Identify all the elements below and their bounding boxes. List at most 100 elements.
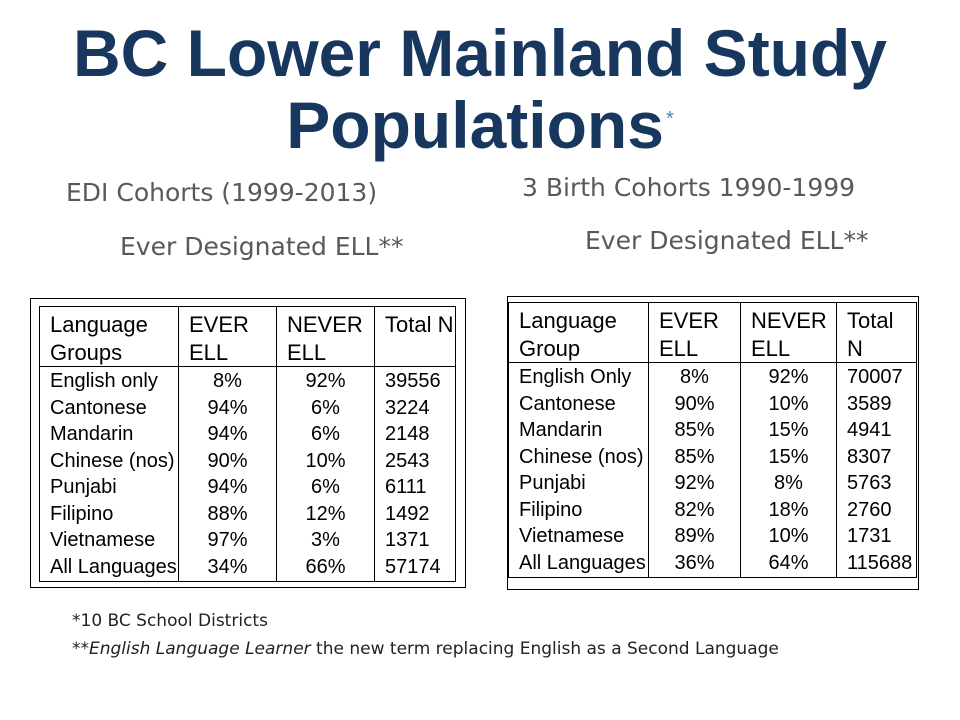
cell-total: 8307 bbox=[836, 444, 917, 471]
left-table-header-row: Language Groups EVER ELL NEVER ELL Total N bbox=[39, 306, 456, 367]
cell-total: 1371 bbox=[374, 528, 456, 555]
cell-ever: 34% bbox=[178, 554, 277, 582]
cell-ever: 82% bbox=[648, 497, 741, 524]
cell-total: 57174 bbox=[374, 554, 456, 582]
cell-never: 66% bbox=[276, 554, 375, 582]
footnote-ell-definition: **English Language Learner the new term … bbox=[72, 641, 779, 658]
slide-title-text: Populations bbox=[286, 88, 664, 162]
cell-ever: 88% bbox=[178, 501, 277, 528]
table-row: All Languages 36% 64% 115688 bbox=[508, 550, 917, 578]
right-table: Language Group EVER ELL NEVER ELL Total N En… bbox=[508, 302, 917, 578]
cell-ever: 97% bbox=[178, 528, 277, 555]
table-row: English Only 8% 92% 70007 bbox=[508, 362, 917, 392]
cell-language: Cantonese bbox=[508, 391, 649, 418]
cell-language: Cantonese bbox=[39, 395, 179, 422]
right-heading: 3 Birth Cohorts 1990-1999 bbox=[522, 173, 856, 202]
table-row: Filipino 82% 18% 2760 bbox=[508, 497, 917, 524]
right-subheading: Ever Designated ELL** bbox=[585, 226, 869, 255]
cell-never: 6% bbox=[276, 475, 375, 502]
table-row: Vietnamese 89% 10% 1731 bbox=[508, 524, 917, 551]
cell-never: 3% bbox=[276, 528, 375, 555]
footnote-term: English Language Learner bbox=[89, 639, 311, 659]
cell-total: 115688 bbox=[836, 550, 917, 578]
cell-never: 64% bbox=[740, 550, 837, 578]
cell-ever: 8% bbox=[648, 362, 741, 392]
cell-never: 10% bbox=[740, 391, 837, 418]
table-row: Mandarin 85% 15% 4941 bbox=[508, 418, 917, 445]
cell-ever: 94% bbox=[178, 395, 277, 422]
cell-total: 3589 bbox=[836, 391, 917, 418]
table-row: English only 8% 92% 39556 bbox=[39, 366, 456, 396]
slide-title-line2: Populations * bbox=[0, 92, 960, 158]
title-footnote-mark: * bbox=[665, 108, 674, 130]
cell-never: 10% bbox=[276, 448, 375, 475]
cell-language: Punjabi bbox=[39, 475, 179, 502]
cell-total: 2760 bbox=[836, 497, 917, 524]
cell-never: 12% bbox=[276, 501, 375, 528]
cell-ever: 90% bbox=[178, 448, 277, 475]
cell-never: 6% bbox=[276, 395, 375, 422]
table-row: All Languages 34% 66% 57174 bbox=[39, 554, 456, 582]
cell-language: English Only bbox=[508, 362, 649, 392]
slide-title-line1: BC Lower Mainland Study bbox=[72, 16, 888, 90]
footnote-text: the new term replacing English as a Seco… bbox=[310, 639, 779, 659]
cell-ever: 85% bbox=[648, 418, 741, 445]
cell-ever: 94% bbox=[178, 475, 277, 502]
cell-never: 10% bbox=[740, 524, 837, 551]
cell-total: 1731 bbox=[836, 524, 917, 551]
right-header-total: Total N bbox=[836, 302, 917, 363]
right-table-frame bbox=[507, 296, 919, 590]
cell-language: Filipino bbox=[508, 497, 649, 524]
left-header-language: Language Groups bbox=[39, 306, 179, 367]
footnote-mark: ** bbox=[72, 639, 89, 659]
left-table: Language Groups EVER ELL NEVER ELL Total N … bbox=[39, 306, 456, 582]
cell-ever: 90% bbox=[648, 391, 741, 418]
table-row: Chinese (nos) 90% 10% 2543 bbox=[39, 448, 456, 475]
cell-total: 6111 bbox=[374, 475, 456, 502]
cell-total: 2148 bbox=[374, 422, 456, 449]
cell-total: 1492 bbox=[374, 501, 456, 528]
left-header-never: NEVER ELL bbox=[276, 306, 375, 367]
table-row: Chinese (nos) 85% 15% 8307 bbox=[508, 444, 917, 471]
cell-never: 15% bbox=[740, 418, 837, 445]
cell-total: 39556 bbox=[374, 366, 456, 396]
cell-ever: 94% bbox=[178, 422, 277, 449]
cell-total: 3224 bbox=[374, 395, 456, 422]
right-header-language: Language Group bbox=[508, 302, 649, 363]
cell-language: Vietnamese bbox=[39, 528, 179, 555]
cell-total: 70007 bbox=[836, 362, 917, 392]
cell-language: Chinese (nos) bbox=[39, 448, 179, 475]
cell-never: 18% bbox=[740, 497, 837, 524]
cell-never: 92% bbox=[276, 366, 375, 396]
right-table-header-row: Language Group EVER ELL NEVER ELL Total N bbox=[508, 302, 917, 363]
cell-language: Filipino bbox=[39, 501, 179, 528]
table-row: Cantonese 90% 10% 3589 bbox=[508, 391, 917, 418]
table-row: Punjabi 94% 6% 6111 bbox=[39, 475, 456, 502]
left-subheading: Ever Designated ELL** bbox=[120, 232, 404, 261]
table-row: Vietnamese 97% 3% 1371 bbox=[39, 528, 456, 555]
left-header-ever: EVER ELL bbox=[178, 306, 277, 367]
cell-never: 8% bbox=[740, 471, 837, 498]
left-heading: EDI Cohorts (1999-2013) bbox=[66, 178, 378, 207]
cell-language: English only bbox=[39, 366, 179, 396]
cell-never: 6% bbox=[276, 422, 375, 449]
cell-language: All Languages bbox=[508, 550, 649, 578]
cell-language: All Languages bbox=[39, 554, 179, 582]
cell-language: Mandarin bbox=[508, 418, 649, 445]
table-row: Punjabi 92% 8% 5763 bbox=[508, 471, 917, 498]
footnote-districts: *10 BC School Districts bbox=[72, 611, 268, 631]
left-header-total: Total N bbox=[374, 306, 456, 367]
cell-never: 92% bbox=[740, 362, 837, 392]
table-row: Filipino 88% 12% 1492 bbox=[39, 501, 456, 528]
right-header-never: NEVER ELL bbox=[740, 302, 837, 363]
cell-ever: 92% bbox=[648, 471, 741, 498]
cell-language: Punjabi bbox=[508, 471, 649, 498]
cell-ever: 85% bbox=[648, 444, 741, 471]
cell-total: 2543 bbox=[374, 448, 456, 475]
left-table-frame bbox=[30, 298, 466, 588]
right-header-ever: EVER ELL bbox=[648, 302, 741, 363]
table-row: Mandarin 94% 6% 2148 bbox=[39, 422, 456, 449]
cell-language: Mandarin bbox=[39, 422, 179, 449]
cell-total: 4941 bbox=[836, 418, 917, 445]
cell-ever: 36% bbox=[648, 550, 741, 578]
